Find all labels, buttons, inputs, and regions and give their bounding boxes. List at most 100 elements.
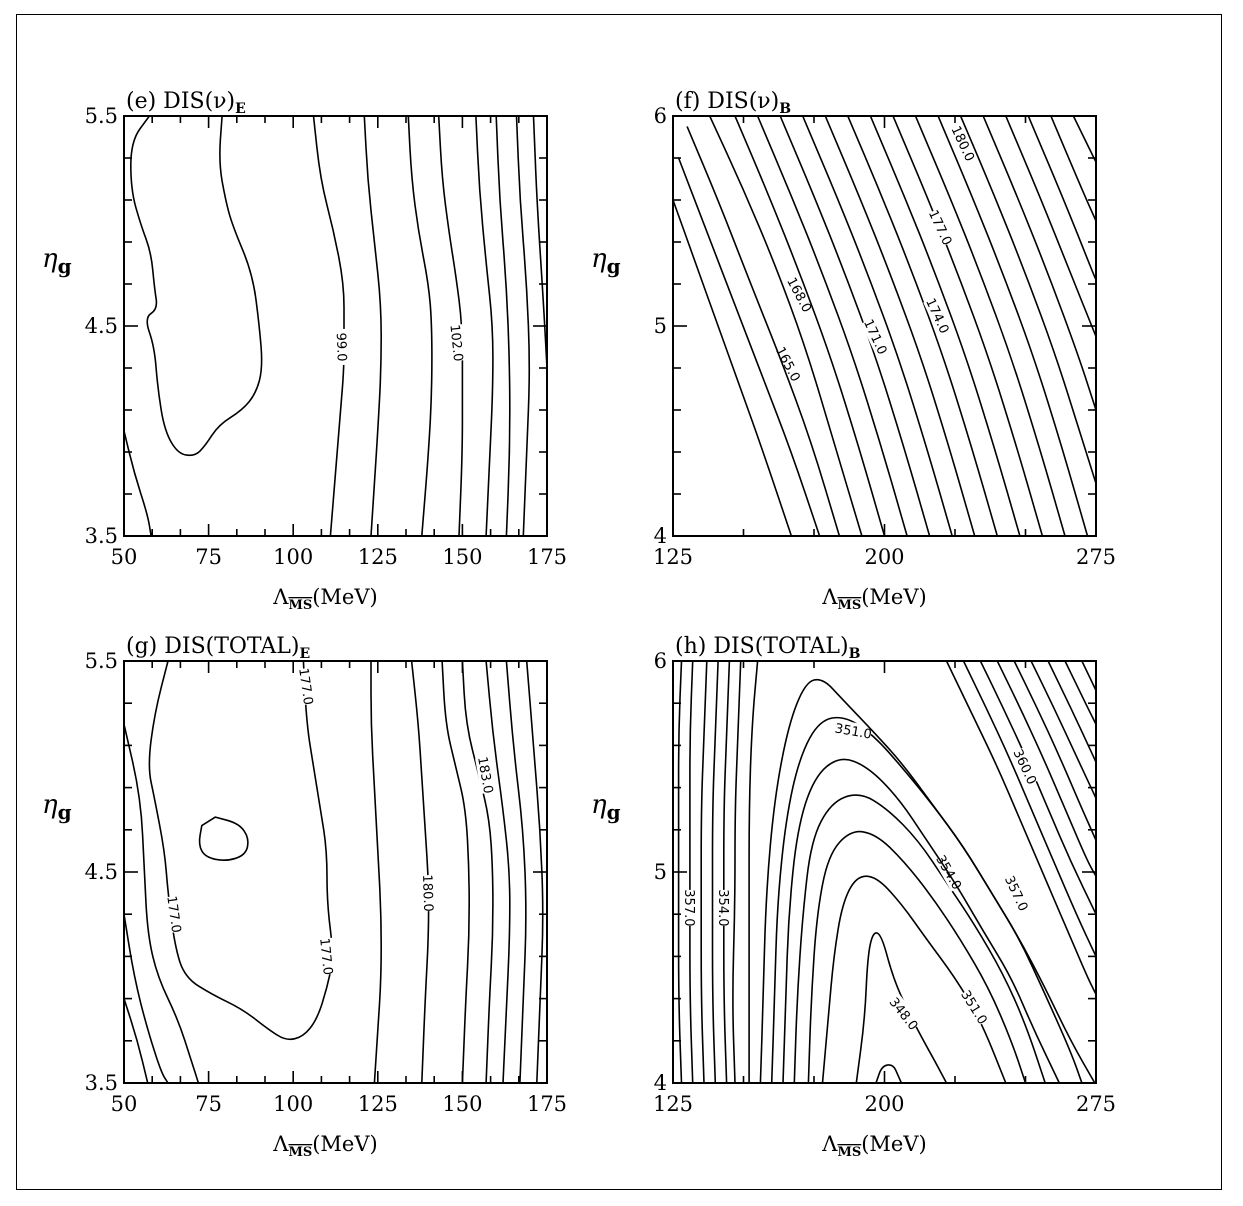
y-tick-label: 4 <box>654 1071 667 1095</box>
y-tick-label: 3.5 <box>85 524 118 548</box>
contour-line <box>1047 661 1096 763</box>
contour-label: 357.0 <box>681 889 696 926</box>
plot-frame <box>123 660 548 1084</box>
contour-label-group: 357.0 <box>1001 873 1032 914</box>
contour-label-group: 351.0 <box>957 987 992 1028</box>
contour-label-bg <box>681 889 698 926</box>
contour-line <box>410 661 430 1083</box>
y-tick-label: 4.5 <box>85 860 118 884</box>
x-axis-label: ΛMS(MeV) <box>272 1132 377 1160</box>
contour-line <box>875 1064 903 1083</box>
contour-line <box>677 157 821 536</box>
contour-label-group: 183.0 <box>474 756 498 795</box>
contour-group: 348.0 351.0 354.0 351.0 354.0 357.0 357.0 360.0 <box>677 661 1096 1083</box>
contour-label-group: 177.0 <box>163 895 186 934</box>
contour-label: 354.0 <box>715 889 730 926</box>
x-tick-label: 50 <box>111 545 138 569</box>
panel-g: (g) DIS(TOTAL)E 177.0 177.0 177.0 180.0 183.0… <box>42 634 567 1160</box>
contour-label-group: 354.0 <box>715 889 732 927</box>
y-axis-label: ηg <box>591 790 621 824</box>
contour-line <box>370 661 382 1083</box>
contour-label-group: 174.0 <box>922 295 953 336</box>
panel-title: (h) DIS(TOTAL)B <box>675 634 861 662</box>
contour-label-bg <box>164 895 186 934</box>
contour-line <box>363 116 382 536</box>
contour-label-bg <box>333 328 351 366</box>
contour-line <box>722 661 731 1083</box>
contour-line <box>124 430 152 536</box>
contour-line <box>824 116 976 536</box>
panel-h: (h) DIS(TOTAL)B 348.0 351.0 354.0 351.0 354.0… <box>591 634 1116 1160</box>
contour-label: 102.0 <box>446 324 465 363</box>
x-tick-label: 50 <box>111 1092 138 1116</box>
x-tick-label: 275 <box>1076 1092 1116 1116</box>
contour-line <box>700 661 708 1083</box>
y-tick-label: 6 <box>654 649 667 673</box>
contour-line <box>1005 116 1096 337</box>
contour-line <box>959 116 1096 484</box>
contour-line <box>677 661 683 1083</box>
contour-label-bg <box>926 207 956 247</box>
contour-line <box>532 116 547 369</box>
panel-title: (e) DIS(ν)E <box>126 89 246 117</box>
contour-label-bg <box>886 994 922 1033</box>
contour-line <box>801 116 953 536</box>
contour-line <box>1030 661 1096 799</box>
contour-label-group: 354.0 <box>932 852 966 893</box>
x-axis-label: ΛMS(MeV) <box>821 1132 926 1160</box>
contour-line <box>461 661 494 1083</box>
contour-line <box>759 678 1096 1083</box>
contour-line <box>945 661 1096 995</box>
contour-label-bg <box>1002 873 1032 913</box>
contour-line <box>869 116 1021 536</box>
contour-line <box>914 116 1066 536</box>
contour-line <box>734 116 886 536</box>
contour-line <box>892 116 1044 536</box>
x-tick-label: 75 <box>195 1092 222 1116</box>
contour-group: 177.0 177.0 177.0 180.0 183.0 <box>124 661 544 1083</box>
contour-line <box>124 998 149 1083</box>
panel-e: (e) DIS(ν)E 99.0 102.0 50 75 100 125 150 175 3.5 4… <box>42 89 567 613</box>
panel-f: (f) DIS(ν)B165.0168.0171.0174.0177.0180.… <box>591 89 1116 613</box>
plot-frame <box>672 660 1097 1084</box>
x-tick-label: 125 <box>358 545 398 569</box>
contour-line <box>495 116 511 536</box>
contour-line <box>793 794 1046 1083</box>
contour-line <box>847 116 999 536</box>
contour-line <box>1081 661 1096 691</box>
contour-line <box>673 199 793 536</box>
contour-line <box>1027 116 1096 281</box>
x-tick-label: 200 <box>864 1092 904 1116</box>
y-tick-label: 5.5 <box>85 649 118 673</box>
contour-line <box>1050 116 1096 222</box>
x-tick-label: 275 <box>1076 545 1116 569</box>
contour-line <box>441 661 470 1083</box>
contour-line <box>515 116 531 536</box>
x-tick-label: 175 <box>527 545 567 569</box>
contour-line <box>1013 661 1096 841</box>
contour-line <box>485 661 511 1083</box>
y-tick-label: 3.5 <box>85 1071 118 1095</box>
contour-label-bg <box>1010 746 1041 787</box>
contour-label-group: 180.0 <box>419 874 438 912</box>
contour-label: 177.0 <box>295 667 315 706</box>
contour-line <box>979 661 1096 915</box>
x-tick-label: 100 <box>273 1092 313 1116</box>
contour-label-group: 102.0 <box>446 324 468 363</box>
contour-line <box>779 116 931 536</box>
contour-line <box>124 724 200 1083</box>
contour-label-group: 168.0 <box>783 274 816 315</box>
contour-label-bg <box>447 324 468 362</box>
panel-title: (f) DIS(ν)B <box>675 89 791 117</box>
contour-group: 99.0 102.0 <box>124 116 547 536</box>
contour-label-group: 360.0 <box>1009 746 1041 787</box>
x-axis-label: ΛMS(MeV) <box>272 585 377 613</box>
contour-label-bg <box>923 295 953 336</box>
contour-label: 99.0 <box>333 332 349 361</box>
contour-line <box>686 126 841 536</box>
contour-label: 351.0 <box>957 988 989 1028</box>
contour-label-bg <box>784 274 816 315</box>
contour-line <box>505 661 527 1083</box>
